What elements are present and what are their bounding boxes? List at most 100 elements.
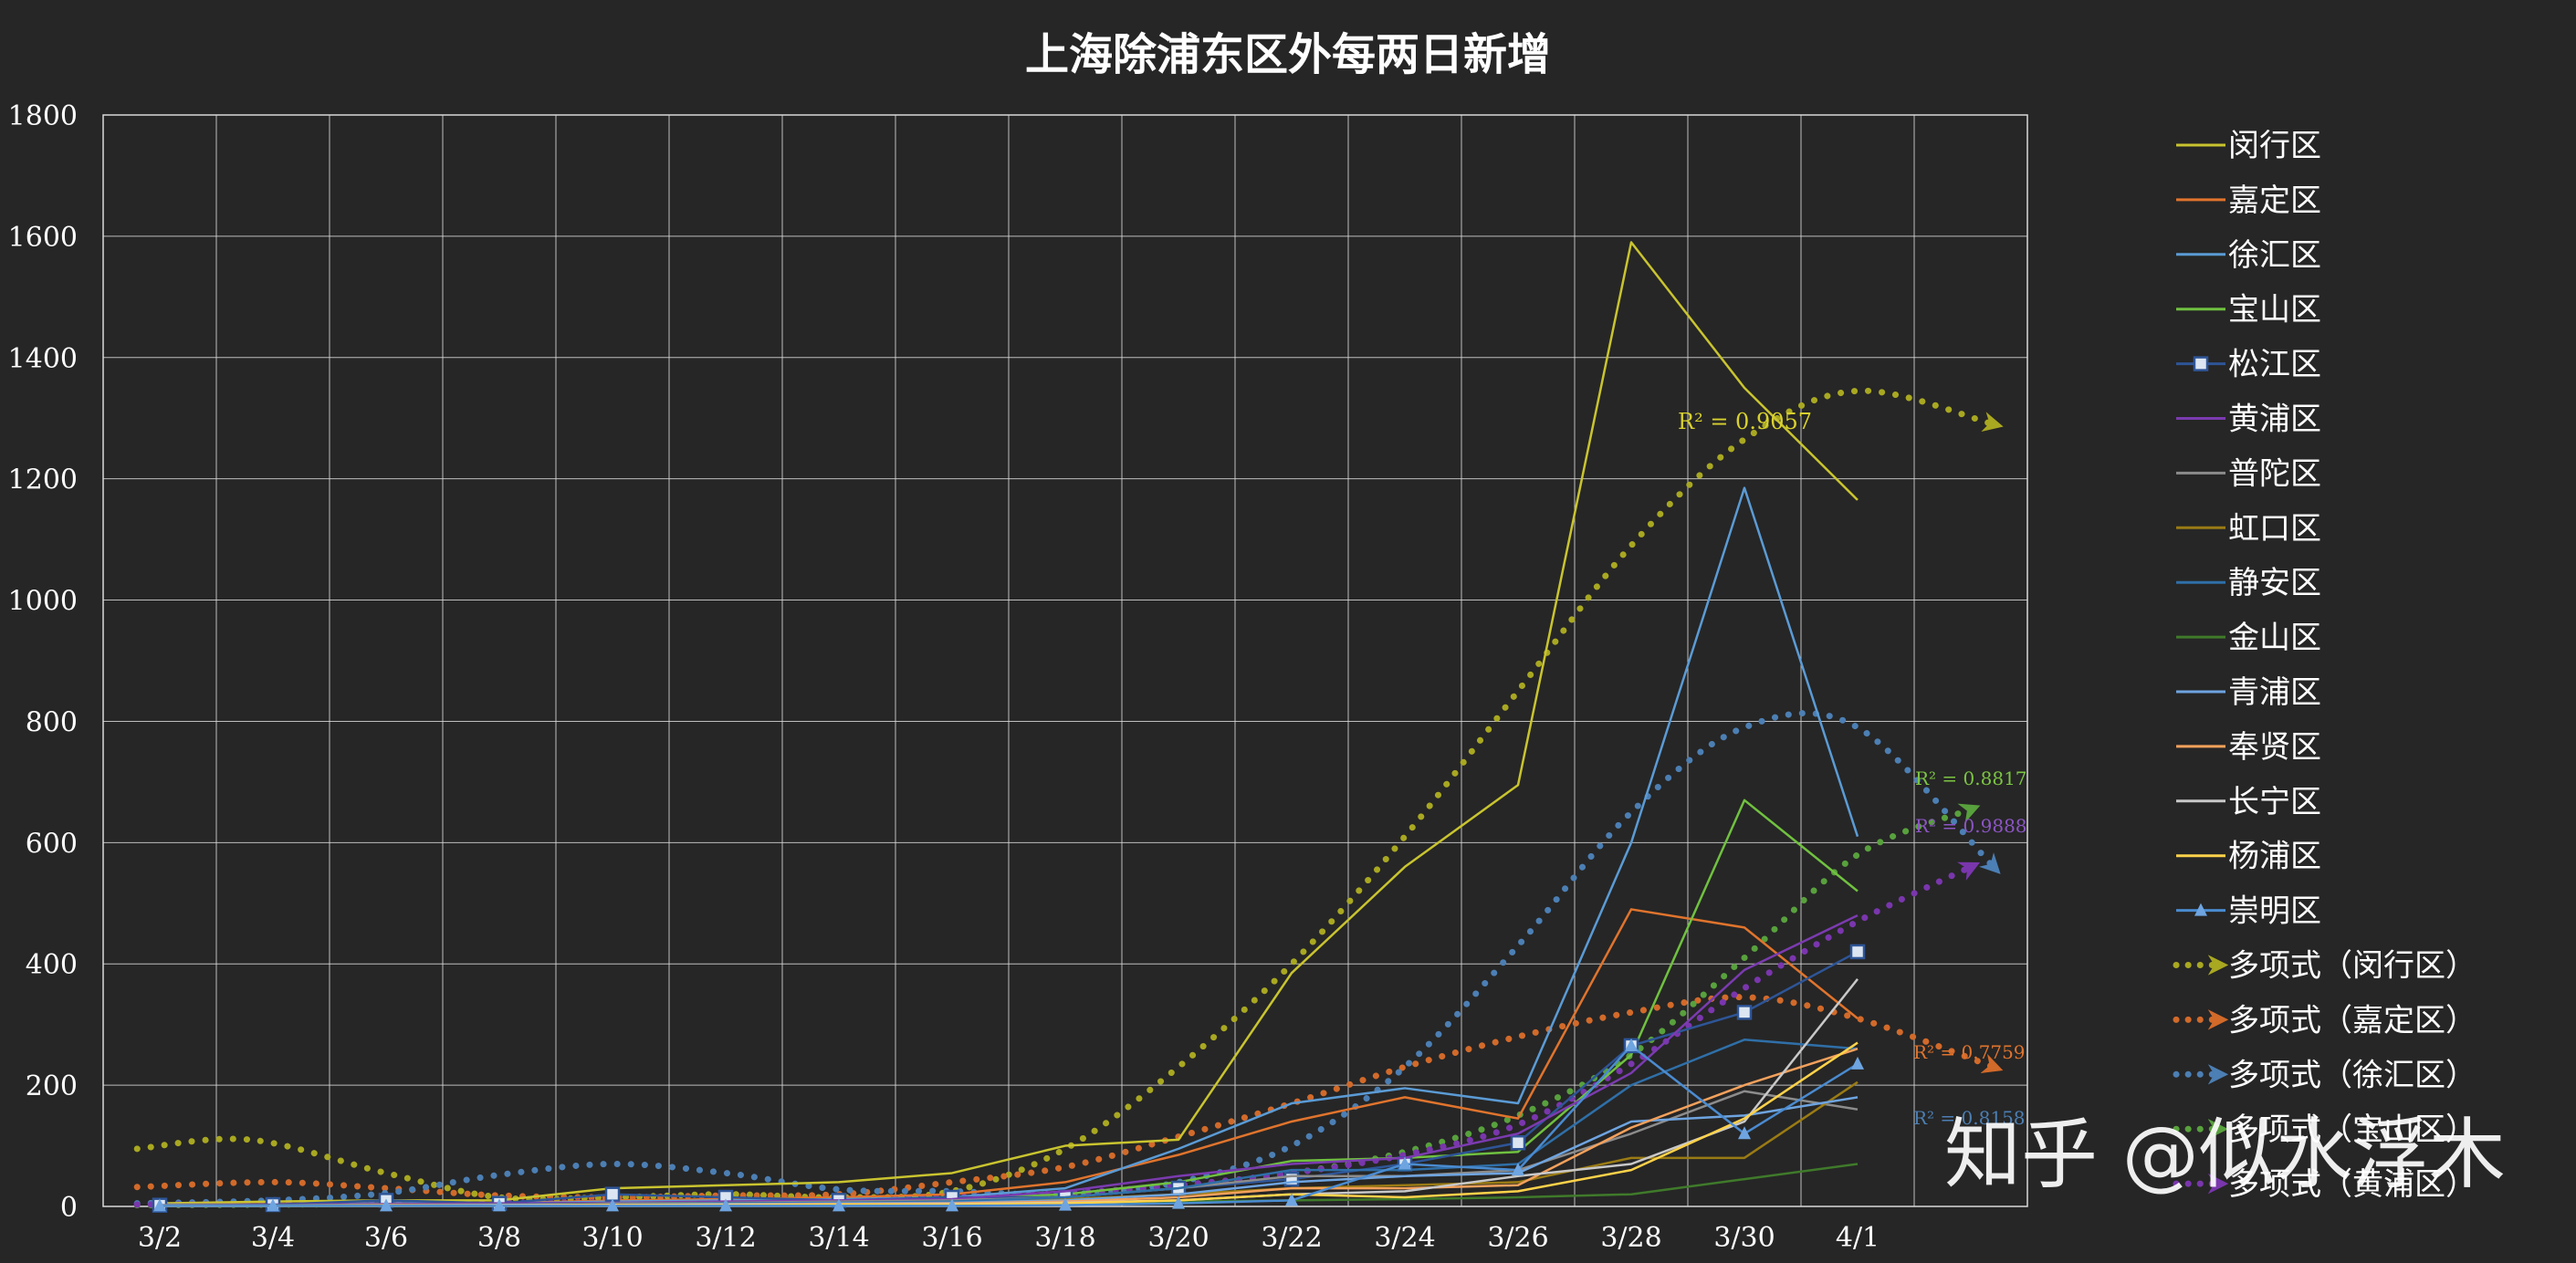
data-point <box>832 1198 845 1212</box>
legend-item: 虹口区 <box>2176 510 2321 547</box>
legend-item: 嘉定区 <box>2176 183 2321 219</box>
y-tick-label: 600 <box>26 828 78 860</box>
legend-item: 松江区 <box>2176 347 2321 383</box>
legend-item: 宝山区 <box>2176 292 2321 329</box>
legend-item: 多项式（闵行区） <box>2173 948 2477 985</box>
y-axis: 0 200 400 600 800 1000 1200 1400 1600 1800 <box>8 100 78 1224</box>
legend-marker <box>2194 903 2207 916</box>
chart-title: 上海除浦东区外每两日新增 <box>1025 29 1551 80</box>
x-tick-label: 3/14 <box>808 1222 869 1254</box>
legend-label: 静安区 <box>2228 565 2321 601</box>
x-tick-label: 3/26 <box>1487 1222 1548 1254</box>
r2-label: R² = 0.7759 <box>1913 1041 2026 1063</box>
legend-label: 杨浦区 <box>2228 839 2321 875</box>
data-point <box>1625 1038 1638 1051</box>
legend-label: 虹口区 <box>2228 510 2321 547</box>
legend-item: 闵行区 <box>2176 128 2321 164</box>
series-line <box>160 1044 1859 1207</box>
legend-label: 崇明区 <box>2228 893 2321 930</box>
x-tick-label: 3/30 <box>1713 1222 1775 1254</box>
data-point <box>1851 1056 1864 1070</box>
legend-item: 青浦区 <box>2176 674 2321 711</box>
y-tick-label: 1600 <box>8 222 78 254</box>
legend-label: 嘉定区 <box>2228 183 2321 219</box>
data-point <box>1059 1197 1072 1211</box>
data-point <box>493 1198 506 1212</box>
legend-item: 多项式（徐汇区） <box>2173 1057 2477 1093</box>
trendline <box>133 387 2004 1203</box>
trendlines <box>133 387 2004 1209</box>
x-tick-label: 3/6 <box>364 1222 408 1254</box>
legend-label: 闵行区 <box>2228 128 2321 164</box>
data-point <box>1512 1163 1524 1176</box>
y-tick-label: 1200 <box>8 464 78 496</box>
watermark: 知乎 @似水浮木 <box>1944 1110 2506 1199</box>
data-point <box>1398 1156 1411 1170</box>
x-tick-label: 4/1 <box>1836 1222 1880 1254</box>
legend-item: 金山区 <box>2176 620 2321 656</box>
legend-item: 黄浦区 <box>2176 402 2321 438</box>
x-tick-label: 3/16 <box>921 1222 982 1254</box>
x-tick-label: 3/20 <box>1147 1222 1209 1254</box>
y-tick-label: 800 <box>26 706 78 738</box>
legend-marker <box>2193 356 2209 371</box>
trendline <box>133 994 2004 1201</box>
legend-label: 徐汇区 <box>2228 237 2321 274</box>
x-tick-label: 3/4 <box>251 1222 295 1254</box>
legend-label: 多项式（徐汇区） <box>2228 1057 2477 1093</box>
data-point <box>1849 944 1866 960</box>
legend-label: 松江区 <box>2228 347 2321 383</box>
legend-item: 长宁区 <box>2176 784 2321 820</box>
series-lines <box>152 241 1866 1213</box>
x-tick-label: 3/22 <box>1261 1222 1322 1254</box>
legend-label: 多项式（黄浦区） <box>2228 1166 2477 1203</box>
y-tick-label: 1000 <box>8 586 78 618</box>
legend-label: 青浦区 <box>2228 674 2321 711</box>
x-tick-label: 3/18 <box>1034 1222 1095 1254</box>
trendline <box>133 803 1981 1209</box>
data-point <box>153 1198 166 1212</box>
r2-label: R² = 0.9888 <box>1915 815 2027 837</box>
y-tick-label: 1400 <box>8 343 78 375</box>
x-tick-label: 3/24 <box>1374 1222 1435 1254</box>
x-axis: 3/2 3/4 3/6 3/8 3/10 3/12 3/14 3/16 3/18 3/20 3/22… <box>138 1222 1880 1254</box>
r2-label: R² = 0.9057 <box>1678 409 1812 434</box>
data-point <box>1285 1193 1298 1206</box>
legend-item: 静安区 <box>2176 565 2321 601</box>
legend-label: 黄浦区 <box>2228 402 2321 438</box>
r2-labels: R² = 0.9057 R² = 0.7759 R² = 0.8158 R² = 0.… <box>1678 409 2027 1129</box>
legend-item: 多项式（宝山区） <box>2173 1112 2477 1148</box>
x-tick-label: 3/12 <box>695 1222 756 1254</box>
x-tick-label: 3/2 <box>138 1222 182 1254</box>
legend-item: 徐汇区 <box>2176 237 2321 274</box>
data-point <box>1736 1005 1753 1020</box>
y-tick-label: 0 <box>60 1192 78 1224</box>
legend-label: 奉贤区 <box>2228 729 2321 766</box>
legend-item: 奉贤区 <box>2176 729 2321 766</box>
trendline <box>133 710 2001 1207</box>
x-tick-label: 3/8 <box>477 1222 521 1254</box>
series-line <box>159 950 1859 1206</box>
x-tick-label: 3/28 <box>1600 1222 1661 1254</box>
data-point <box>380 1198 393 1212</box>
x-tick-label: 3/10 <box>581 1222 643 1254</box>
legend-label: 金山区 <box>2228 620 2321 656</box>
gridlines <box>103 115 2027 1206</box>
series-line <box>159 241 1859 1205</box>
r2-label: R² = 0.8817 <box>1915 767 2027 789</box>
legend-item: 普陀区 <box>2176 455 2321 492</box>
data-point <box>1172 1195 1185 1209</box>
legend: 闵行区嘉定区徐汇区宝山区松江区黄浦区普陀区虹口区静安区金山区青浦区奉贤区长宁区杨… <box>2173 128 2477 1203</box>
y-tick-label: 1800 <box>8 100 78 132</box>
legend-label: 普陀区 <box>2228 455 2321 492</box>
data-point <box>946 1198 958 1212</box>
data-point <box>606 1198 619 1212</box>
r2-label: R² = 0.8158 <box>1913 1107 2026 1129</box>
data-point <box>719 1198 732 1212</box>
legend-label: 多项式（闵行区） <box>2228 948 2477 985</box>
legend-label: 多项式（嘉定区） <box>2228 1002 2477 1039</box>
y-tick-label: 400 <box>26 949 78 981</box>
data-point <box>1510 1134 1526 1151</box>
legend-label: 长宁区 <box>2228 784 2321 820</box>
legend-item: 崇明区 <box>2176 893 2321 930</box>
